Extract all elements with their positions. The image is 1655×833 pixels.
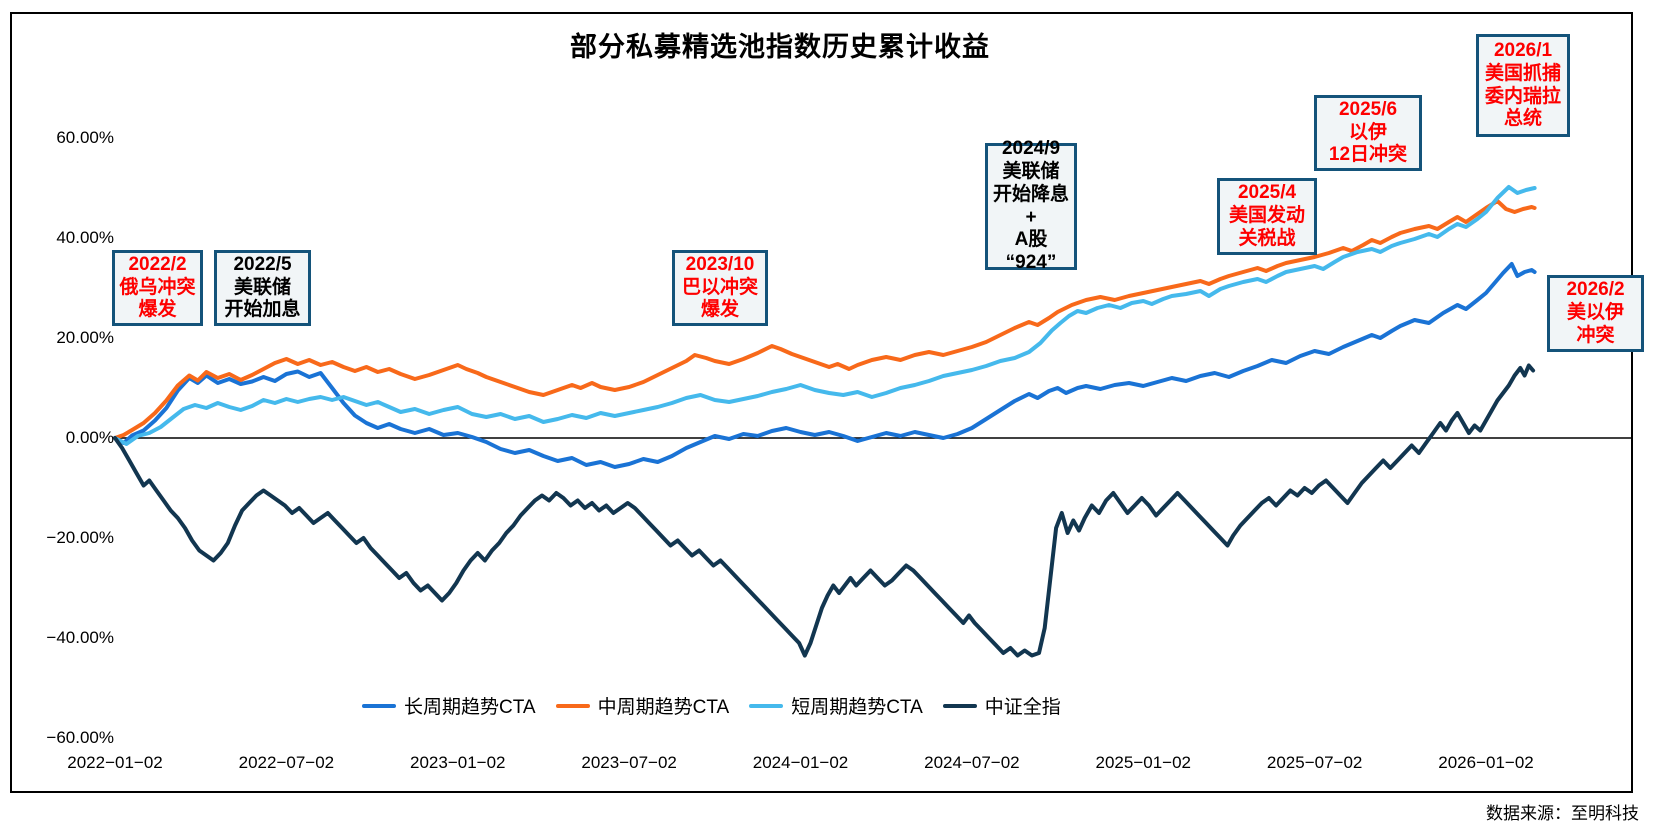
annotation-line: 委内瑞拉 xyxy=(1484,85,1561,107)
annotation-line: 美联储 xyxy=(233,276,291,298)
annotation-line: 美国发动 xyxy=(1228,205,1305,227)
legend-label: 中证全指 xyxy=(984,697,1061,718)
y-tick-label: −60.00% xyxy=(46,728,114,747)
y-tick-label: 60.00% xyxy=(56,128,114,147)
annotation-line: 2026/2 xyxy=(1566,279,1625,301)
event-annotation-7: 2026/2 美以伊 冲突 xyxy=(1547,275,1644,352)
legend-line-marker xyxy=(749,703,784,708)
annotation-line: 美以伊 xyxy=(1566,302,1624,324)
data-source-note: 数据来源：至明科技 xyxy=(1486,804,1639,823)
annotation-line: 开始加息 xyxy=(224,299,301,321)
x-tick-label: 2022−07−02 xyxy=(238,753,335,772)
legend-line-marker xyxy=(362,703,396,708)
series-line-0 xyxy=(113,262,1537,469)
legend-label: 中周期趋势CTA xyxy=(597,697,730,718)
annotation-line: + xyxy=(1025,206,1037,228)
x-tick-label: 2024−07−02 xyxy=(924,753,1020,772)
series-line-2 xyxy=(113,185,1537,446)
chart-frame-border xyxy=(10,12,1633,793)
annotation-line: 爆发 xyxy=(138,299,177,321)
x-tick-label: 2026−01−02 xyxy=(1438,753,1534,772)
annotation-line: 关税战 xyxy=(1238,227,1296,249)
annotation-line: 开始降息 xyxy=(992,183,1069,205)
y-tick-label: 40.00% xyxy=(56,228,114,247)
x-tick-label: 2023−01−02 xyxy=(410,753,506,772)
legend-line-marker xyxy=(942,703,977,708)
event-annotation-5: 2025/6 以伊 12日冲突 xyxy=(1314,95,1422,171)
event-annotation-6: 2026/1 美国抓捕 委内瑞拉 总统 xyxy=(1476,34,1570,137)
annotation-line: 冲突 xyxy=(1576,324,1615,346)
annotation-line: 巴以冲突 xyxy=(681,276,758,298)
annotation-line: 2022/5 xyxy=(233,253,292,275)
legend-item-0: 长周期趋势CTA xyxy=(362,692,536,719)
annotation-line: 俄乌冲突 xyxy=(119,276,196,298)
legend-label: 长周期趋势CTA xyxy=(404,697,536,718)
event-annotation-2: 2023/10 巴以冲突 爆发 xyxy=(672,250,768,326)
event-annotation-0: 2022/2 俄乌冲突 爆发 xyxy=(112,250,203,326)
y-tick-label: 20.00% xyxy=(56,328,114,347)
x-tick-label: 2025−07−02 xyxy=(1266,753,1363,772)
legend-line-marker xyxy=(555,703,590,708)
event-annotation-1: 2022/5 美联储 开始加息 xyxy=(214,250,311,326)
annotation-line: 2023/10 xyxy=(685,253,755,275)
annotation-line: 美联储 xyxy=(1002,160,1060,182)
annotation-line: 2024/9 xyxy=(1001,138,1061,160)
annotation-line: 以伊 xyxy=(1348,121,1387,143)
annotation-line: “924” xyxy=(1005,252,1057,274)
x-tick-label: 2023−07−02 xyxy=(581,753,677,772)
y-tick-label: −20.00% xyxy=(46,528,114,547)
x-tick-label: 2022−01−02 xyxy=(67,753,163,772)
x-tick-label: 2024−01−02 xyxy=(752,753,849,772)
legend-item-1: 中周期趋势CTA xyxy=(555,692,730,719)
legend-item-3: 中证全指 xyxy=(942,692,1061,719)
legend: 长周期趋势CTA 中周期趋势CTA 短周期趋势CTA 中证全指 xyxy=(362,692,1061,719)
event-annotation-3: 2024/9 美联储 开始降息 + A股 “924” xyxy=(985,138,1077,273)
y-tick-label: 0.00% xyxy=(65,428,114,447)
annotation-line: 12日冲突 xyxy=(1328,144,1408,166)
annotation-line: 美国抓捕 xyxy=(1484,62,1561,84)
event-annotation-4: 2025/4 美国发动 关税战 xyxy=(1217,178,1317,255)
annotation-line: 2026/1 xyxy=(1493,39,1553,61)
x-tick-label: 2025−01−02 xyxy=(1095,753,1192,772)
annotation-line: 爆发 xyxy=(700,299,739,321)
y-tick-label: −40.00% xyxy=(46,628,114,647)
series-line-1 xyxy=(113,199,1537,440)
legend-label: 短周期趋势CTA xyxy=(791,697,923,718)
annotation-line: 总统 xyxy=(1503,108,1542,130)
annotation-line: 2022/2 xyxy=(128,253,187,275)
annotation-line: 2025/4 xyxy=(1237,182,1297,204)
annotation-line: A股 xyxy=(1014,229,1048,251)
annotation-line: 2025/6 xyxy=(1338,98,1398,120)
legend-item-2: 短周期趋势CTA xyxy=(749,692,923,719)
chart-title: 部分私募精选池指数历史累计收益 xyxy=(570,32,990,62)
series-line-3 xyxy=(113,363,1536,658)
